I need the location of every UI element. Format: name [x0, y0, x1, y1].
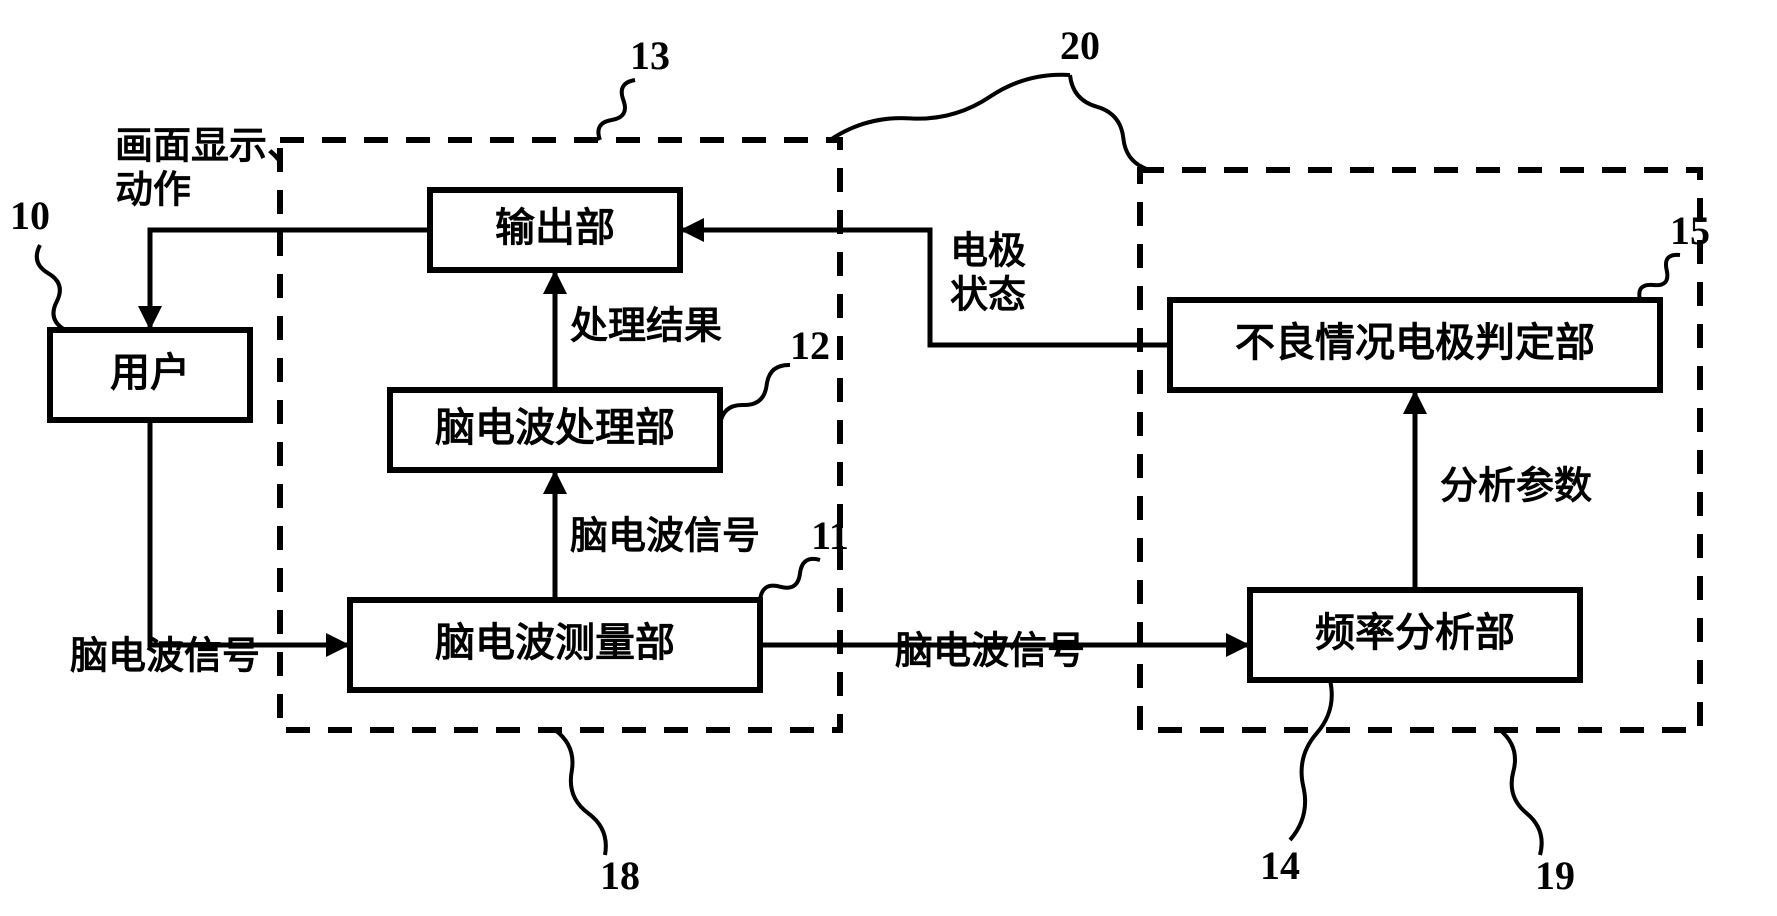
box-label-measure: 脑电波测量部 [435, 620, 675, 665]
label-electrode_state-line0: 电极 [950, 231, 1026, 273]
ref-r14: 14 [1260, 843, 1300, 888]
label-screen_disp-line0: 画面显示、 [115, 126, 305, 168]
ref-r10: 10 [10, 193, 50, 238]
ref-r20: 20 [1060, 23, 1100, 68]
label-electrode_state-line1: 状态 [950, 275, 1026, 317]
block-diagram: 用户 输出部脑电波处理部脑电波测量部 不良情况电极判定部频率分析部 画面显示、动作处理… [0, 0, 1777, 916]
ref-r19: 19 [1535, 853, 1575, 898]
ref-r13: 13 [630, 33, 670, 78]
box-label-proc: 脑电波处理部 [435, 405, 675, 450]
box-label-judge: 不良情况电极判定部 [1235, 320, 1595, 365]
label-eeg_signal_3: 脑电波信号 [895, 631, 1085, 673]
label-analysis_param: 分析参数 [1440, 466, 1592, 508]
ref-r18: 18 [600, 853, 640, 898]
ref-r11: 11 [811, 513, 849, 558]
label-eeg_signal_2: 脑电波信号 [70, 636, 260, 678]
box-label-user: 用户 [110, 350, 190, 395]
box-label-freq: 频率分析部 [1315, 610, 1515, 655]
ref-r15: 15 [1670, 208, 1710, 253]
label-proc_result: 处理结果 [570, 306, 722, 348]
label-eeg_signal_1: 脑电波信号 [570, 516, 760, 558]
label-screen_disp-line1: 动作 [115, 170, 191, 212]
box-label-output: 输出部 [495, 205, 615, 250]
ref-r12: 12 [790, 323, 830, 368]
